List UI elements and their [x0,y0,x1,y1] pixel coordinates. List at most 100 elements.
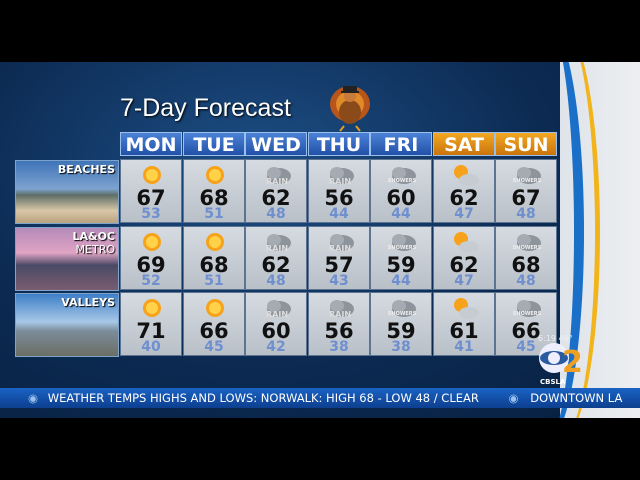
current-temp: 46° [558,334,573,343]
forecast-title: 7-Day Forecast [120,94,291,122]
high-temp: 62 [449,186,479,210]
low-temp: 47 [454,206,474,222]
low-temp: 53 [141,206,161,222]
forecast-cell: 62 47 [433,226,495,290]
forecast-graphic: 7-Day Forecast MON TUE WED THU FRI SAT SUN BEA… [0,62,640,418]
rain-label: RAIN [329,177,351,186]
high-temp: 66 [199,319,229,343]
rain-icon: RAIN [266,234,291,253]
region-2: VALLEYS [15,293,119,357]
high-temp: 57 [324,253,354,277]
forecast-cell: RAIN 57 43 [308,226,370,290]
high-temp: 71 [136,319,166,343]
rain-icon: RAIN [329,300,354,319]
region-label: BEACHES [58,163,115,176]
ticker-text: WEATHER TEMPS HIGHS AND LOWS: NORWALK: H… [47,391,479,405]
low-temp: 44 [391,206,411,222]
low-temp: 44 [391,273,411,289]
low-temp: 44 [329,206,349,222]
low-temp: 45 [204,339,224,355]
cbs-eye-icon: ◉ [508,391,519,405]
forecast-cell: 68 51 [183,159,245,223]
high-temp: 62 [449,253,479,277]
clock-readout: 6:19 46° [538,334,573,343]
low-temp: 38 [329,339,349,355]
cbs-eye-icon: ◉ [28,391,39,405]
showers-icon: SHOWERS [388,234,416,251]
rain-label: RAIN [266,244,288,253]
rain-label: RAIN [266,177,288,186]
forecast-cell: 62 47 [433,159,495,223]
showers-icon: SHOWERS [513,234,541,251]
svg-text:2: 2 [562,345,583,380]
showers-label: SHOWERS [513,311,541,317]
turkey-icon [330,86,370,132]
high-temp: 67 [511,186,541,210]
region-1: LA&OC METRO [15,227,119,291]
day-header-wed: WED [245,132,307,156]
high-temp: 56 [324,186,354,210]
high-temp: 69 [136,253,166,277]
rain-label: RAIN [266,310,288,319]
forecast-cell: 71 40 [120,292,182,356]
ticker-next: DOWNTOWN LA [530,391,623,405]
low-temp: 47 [454,273,474,289]
high-temp: 56 [324,319,354,343]
day-header-tue: TUE [183,132,245,156]
rain-icon: RAIN [329,167,354,186]
low-temp: 51 [204,206,224,222]
region-label: LA&OC METRO [72,230,115,256]
forecast-cell: 68 51 [183,226,245,290]
rain-label: RAIN [329,310,351,319]
yellow-curve [520,62,600,418]
rain-icon: RAIN [329,234,354,253]
forecast-cell: RAIN 60 42 [245,292,307,356]
low-temp: 40 [141,339,161,355]
forecast-cell: RAIN 56 44 [308,159,370,223]
low-temp: 43 [329,273,349,289]
partly-cloudy-icon [454,232,479,253]
forecast-cell: RAIN 62 48 [245,159,307,223]
forecast-cell: RAIN 56 38 [308,292,370,356]
sunny-icon [206,233,224,251]
day-header-sun: SUN [495,132,557,156]
day-header-fri: FRI [370,132,432,156]
low-temp: 41 [454,339,474,355]
rain-icon: RAIN [266,167,291,186]
high-temp: 60 [386,186,416,210]
showers-icon: SHOWERS [388,167,416,184]
region-name: VALLEYS [61,296,115,309]
forecast-cell: SHOWERS 67 48 [495,159,557,223]
time: 6:19 [538,334,556,343]
forecast-cell: 67 53 [120,159,182,223]
high-temp: 59 [386,319,416,343]
low-temp: 42 [266,339,286,355]
showers-label: SHOWERS [388,311,416,317]
high-temp: 59 [386,253,416,277]
sunny-icon [206,299,224,317]
showers-label: SHOWERS [388,245,416,251]
showers-label: SHOWERS [388,178,416,184]
forecast-cell: SHOWERS 59 38 [370,292,432,356]
high-temp: 62 [261,253,291,277]
low-temp: 52 [141,273,161,289]
low-temp: 48 [266,273,286,289]
day-header-sat: SAT [433,132,495,156]
forecast-cell: SHOWERS 60 44 [370,159,432,223]
high-temp: 61 [449,319,479,343]
news-ticker: ◉ WEATHER TEMPS HIGHS AND LOWS: NORWALK:… [0,388,640,408]
cbs2-logo: 2 [539,343,583,380]
region-0: BEACHES [15,160,119,224]
forecast-cell: SHOWERS 68 48 [495,226,557,290]
forecast-cell: 61 41 [433,292,495,356]
sunny-icon [143,233,161,251]
high-temp: 68 [199,253,229,277]
region-name-2: METRO [75,243,115,256]
high-temp: 60 [261,319,291,343]
high-temp: 67 [136,186,166,210]
high-temp: 66 [511,319,541,343]
low-temp: 45 [516,339,536,355]
forecast-cell: 66 45 [183,292,245,356]
low-temp: 48 [516,206,536,222]
low-temp: 48 [516,273,536,289]
